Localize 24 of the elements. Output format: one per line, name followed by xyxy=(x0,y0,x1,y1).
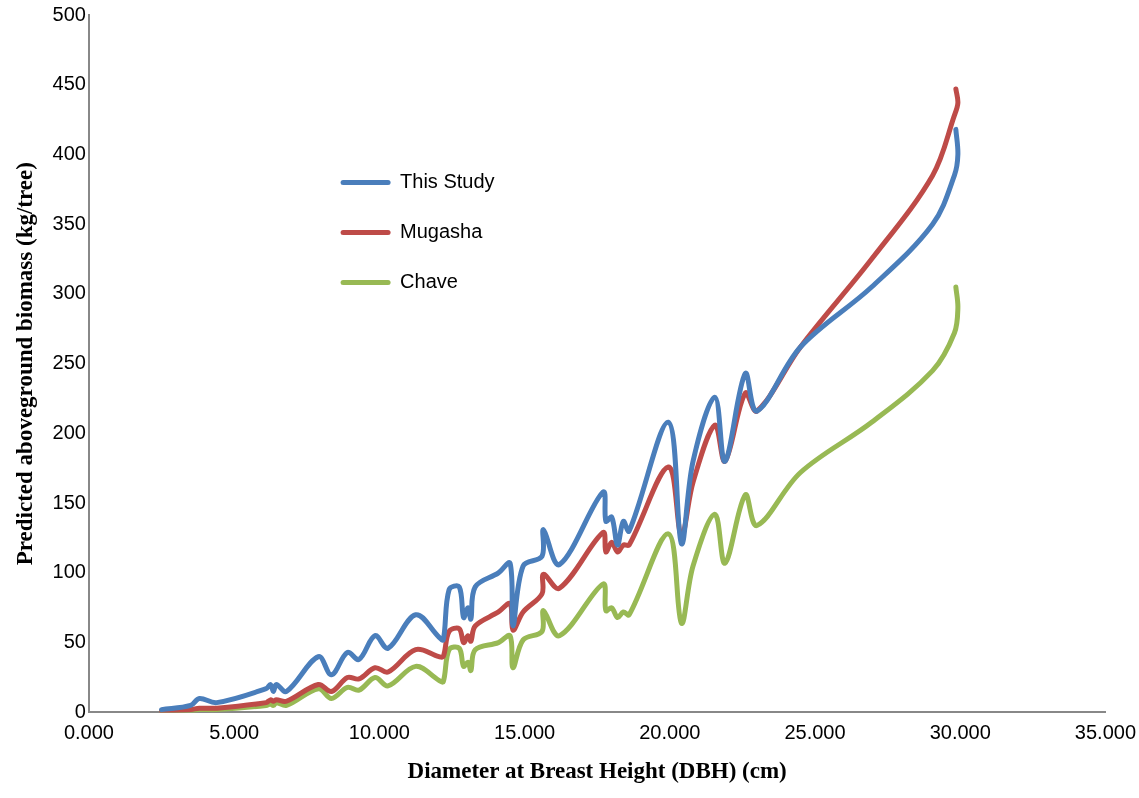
x-tick-label: 15.000 xyxy=(494,720,556,743)
x-tick-label: 20.000 xyxy=(639,720,701,743)
legend-label: Mugasha xyxy=(400,219,484,242)
y-tick-label: 50 xyxy=(63,630,86,653)
y-tick-label: 300 xyxy=(52,281,86,304)
y-tick-label: 0 xyxy=(74,699,86,722)
x-tick-label: 35.000 xyxy=(1074,720,1136,743)
x-tick-label: 10.000 xyxy=(348,720,410,743)
legend-label: This Study xyxy=(400,169,495,192)
x-tick-label: 0.000 xyxy=(63,720,114,743)
y-axis-title: Predicted aboveground biomass (kg/tree) xyxy=(11,162,37,566)
y-tick-label: 150 xyxy=(52,490,86,513)
y-tick-label: 200 xyxy=(52,420,86,443)
x-tick-label: 25.000 xyxy=(784,720,846,743)
y-tick-label: 100 xyxy=(52,560,86,583)
legend-label: Chave xyxy=(400,269,458,292)
y-tick-label: 450 xyxy=(52,72,86,95)
x-tick-label: 5.000 xyxy=(209,720,260,743)
x-axis-title: Diameter at Breast Height (DBH) (cm) xyxy=(407,758,787,784)
y-tick-label: 500 xyxy=(52,2,86,25)
y-tick-label: 350 xyxy=(52,211,86,234)
y-tick-label: 250 xyxy=(52,351,86,374)
y-tick-label: 400 xyxy=(52,142,86,164)
x-tick-label: 30.000 xyxy=(929,720,991,743)
